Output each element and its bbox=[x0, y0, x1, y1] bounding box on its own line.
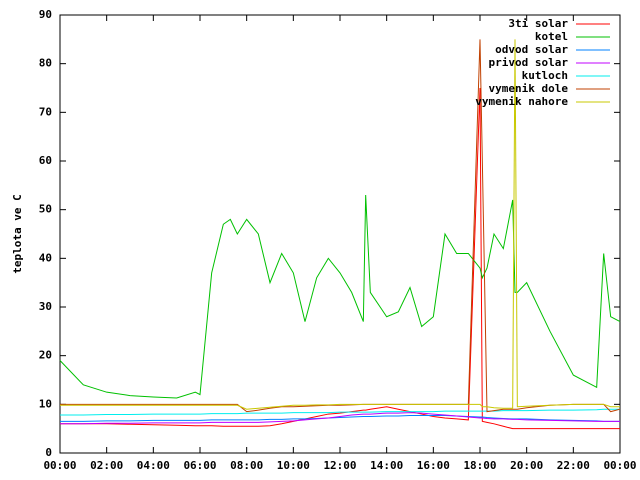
x-tick-label: 20:00 bbox=[510, 459, 543, 472]
series-line bbox=[60, 39, 620, 410]
legend-label: vymenik dole bbox=[489, 82, 569, 95]
y-axis-label: teplota ve C bbox=[11, 194, 24, 273]
series-line bbox=[60, 412, 620, 425]
y-tick-label: 90 bbox=[39, 8, 52, 21]
y-tick-label: 0 bbox=[45, 446, 52, 459]
x-tick-label: 14:00 bbox=[370, 459, 403, 472]
y-tick-label: 30 bbox=[39, 300, 52, 313]
legend-label: kotel bbox=[535, 30, 568, 43]
x-tick-label: 06:00 bbox=[183, 459, 216, 472]
x-tick-label: 18:00 bbox=[463, 459, 496, 472]
legend-label: vymenik nahore bbox=[475, 95, 568, 108]
y-tick-label: 10 bbox=[39, 397, 52, 410]
y-tick-label: 70 bbox=[39, 105, 52, 118]
series-line bbox=[60, 408, 620, 416]
legend-label: 3ti solar bbox=[508, 17, 568, 30]
y-tick-label: 20 bbox=[39, 349, 52, 362]
x-tick-label: 02:00 bbox=[90, 459, 123, 472]
x-tick-label: 10:00 bbox=[277, 459, 310, 472]
x-tick-label: 22:00 bbox=[557, 459, 590, 472]
x-tick-label: 16:00 bbox=[417, 459, 450, 472]
x-tick-label: 00:00 bbox=[603, 459, 636, 472]
y-tick-label: 80 bbox=[39, 57, 52, 70]
x-tick-label: 08:00 bbox=[230, 459, 263, 472]
series-line bbox=[60, 87, 620, 430]
legend-label: kutloch bbox=[522, 69, 568, 82]
y-tick-label: 60 bbox=[39, 154, 52, 167]
y-tick-label: 50 bbox=[39, 203, 52, 216]
series-line bbox=[59, 195, 621, 399]
x-tick-label: 00:00 bbox=[43, 459, 76, 472]
x-tick-label: 12:00 bbox=[323, 459, 356, 472]
x-tick-label: 04:00 bbox=[137, 459, 170, 472]
y-tick-label: 40 bbox=[39, 251, 52, 264]
legend-label: odvod solar bbox=[495, 43, 568, 56]
legend-label: privod solar bbox=[489, 56, 569, 69]
